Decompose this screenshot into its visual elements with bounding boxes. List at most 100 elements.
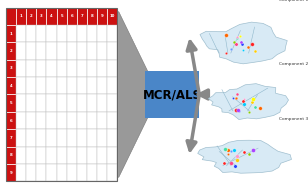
Text: 5: 5 <box>60 14 63 18</box>
Bar <box>77 42 87 60</box>
Bar <box>36 147 47 164</box>
Bar <box>97 147 107 164</box>
Bar <box>47 8 57 25</box>
Bar <box>107 8 117 25</box>
Bar <box>6 8 117 181</box>
Polygon shape <box>209 84 289 119</box>
Text: 2: 2 <box>10 49 13 53</box>
Bar <box>107 94 117 112</box>
Bar <box>107 60 117 77</box>
Bar <box>87 164 97 181</box>
Bar <box>47 129 57 147</box>
Bar <box>47 164 57 181</box>
Bar <box>87 147 97 164</box>
Bar <box>6 164 16 181</box>
Bar <box>57 77 67 94</box>
Bar <box>26 94 36 112</box>
Bar <box>26 129 36 147</box>
Polygon shape <box>200 22 287 64</box>
Bar <box>107 147 117 164</box>
Bar <box>6 8 16 25</box>
Bar <box>6 147 16 164</box>
Bar <box>16 25 26 42</box>
Bar <box>67 94 77 112</box>
Bar <box>97 25 107 42</box>
Bar <box>87 25 97 42</box>
Bar <box>16 8 26 25</box>
Bar <box>36 60 47 77</box>
Bar <box>87 94 97 112</box>
Bar <box>97 112 107 129</box>
Bar <box>67 129 77 147</box>
Bar <box>26 147 36 164</box>
Bar <box>77 147 87 164</box>
Bar <box>36 94 47 112</box>
Bar <box>36 164 47 181</box>
Bar <box>47 147 57 164</box>
Bar <box>6 129 16 147</box>
Bar <box>107 164 117 181</box>
Bar <box>77 129 87 147</box>
Bar <box>87 60 97 77</box>
Text: 1: 1 <box>10 32 13 36</box>
Bar <box>6 60 16 77</box>
Bar <box>97 60 107 77</box>
Bar <box>57 60 67 77</box>
Bar <box>16 60 26 77</box>
Bar <box>97 94 107 112</box>
Bar <box>77 60 87 77</box>
Bar <box>36 112 47 129</box>
Bar <box>107 112 117 129</box>
Text: 1: 1 <box>20 14 23 18</box>
Bar <box>57 94 67 112</box>
Text: 2: 2 <box>30 14 33 18</box>
Polygon shape <box>198 140 291 173</box>
Bar <box>57 112 67 129</box>
Bar <box>36 42 47 60</box>
Bar <box>87 77 97 94</box>
Bar <box>16 77 26 94</box>
Text: 8: 8 <box>10 153 13 157</box>
Bar <box>6 25 16 42</box>
Bar <box>26 25 36 42</box>
Bar <box>57 129 67 147</box>
Bar <box>36 77 47 94</box>
Text: Component 1: Component 1 <box>279 0 308 2</box>
Bar <box>57 147 67 164</box>
Bar <box>26 42 36 60</box>
Bar <box>26 112 36 129</box>
Bar <box>16 129 26 147</box>
Bar <box>97 8 107 25</box>
Bar <box>77 164 87 181</box>
Bar <box>36 8 47 25</box>
Bar <box>107 129 117 147</box>
Bar <box>77 112 87 129</box>
Bar <box>77 8 87 25</box>
Bar <box>77 25 87 42</box>
Text: 4: 4 <box>50 14 53 18</box>
Bar <box>67 77 77 94</box>
Bar <box>97 164 107 181</box>
Text: MCR/ALS: MCR/ALS <box>143 88 202 101</box>
Bar <box>87 8 97 25</box>
Bar <box>16 112 26 129</box>
Bar <box>57 164 67 181</box>
Bar <box>47 94 57 112</box>
Text: 3: 3 <box>10 66 13 70</box>
Bar <box>47 77 57 94</box>
Text: 8: 8 <box>91 14 93 18</box>
Text: 5: 5 <box>10 101 13 105</box>
Bar <box>87 112 97 129</box>
Text: 6: 6 <box>10 119 13 123</box>
Bar <box>47 42 57 60</box>
Bar <box>47 25 57 42</box>
Text: 4: 4 <box>10 84 13 88</box>
Bar <box>97 42 107 60</box>
Bar <box>77 77 87 94</box>
Bar <box>67 42 77 60</box>
Bar <box>67 147 77 164</box>
Text: 9: 9 <box>10 171 13 175</box>
Text: 7: 7 <box>80 14 83 18</box>
Bar <box>6 77 16 94</box>
Text: Component 3: Component 3 <box>279 117 308 121</box>
